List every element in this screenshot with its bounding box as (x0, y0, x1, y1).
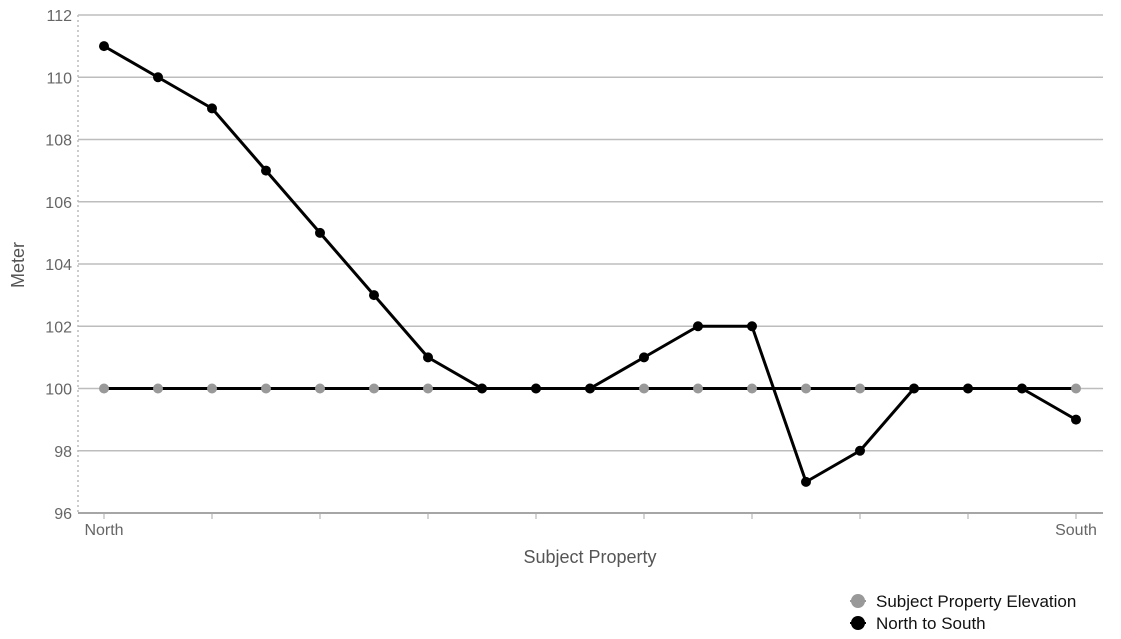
y-tick-label-110: 110 (46, 70, 72, 87)
point-s1-11[interactable] (693, 321, 703, 332)
point-s1-0[interactable] (99, 41, 109, 52)
y-tick-label-112: 112 (46, 8, 72, 25)
x-end-label: South (1055, 522, 1097, 539)
point-s0-14[interactable] (855, 383, 865, 394)
legend-label-north-to-south: North to South (876, 614, 986, 633)
axes (77, 15, 1103, 514)
point-s0-11[interactable] (693, 383, 703, 394)
point-s1-15[interactable] (909, 383, 919, 394)
point-s0-6[interactable] (423, 383, 433, 394)
y-tick-labels: 96 98 100 102 104 106 108 110 112 (45, 8, 72, 523)
y-axis-title: Meter (8, 242, 28, 288)
legend-item-subject-property-elevation[interactable]: Subject Property Elevation (850, 592, 1076, 611)
legend: Subject Property Elevation North to Sout… (850, 592, 1076, 633)
y-tick-label-106: 106 (45, 195, 72, 212)
point-s1-8[interactable] (531, 383, 541, 394)
legend-label-subject-property-elevation: Subject Property Elevation (876, 592, 1076, 611)
point-s0-13[interactable] (801, 383, 811, 394)
point-s1-6[interactable] (423, 352, 433, 363)
point-s0-4[interactable] (315, 383, 325, 394)
point-s1-5[interactable] (369, 290, 379, 301)
point-s1-4[interactable] (315, 227, 325, 238)
point-s0-3[interactable] (261, 383, 271, 394)
y-tick-label-108: 108 (45, 133, 72, 150)
point-s1-1[interactable] (153, 72, 163, 83)
legend-marker-subject-property-elevation (851, 594, 865, 608)
point-s1-2[interactable] (207, 103, 217, 114)
point-s1-13[interactable] (801, 476, 811, 487)
series (99, 41, 1081, 487)
point-s1-18[interactable] (1071, 414, 1081, 425)
point-s1-14[interactable] (855, 445, 865, 456)
series-1 (99, 41, 1081, 487)
y-tick-label-98: 98 (54, 444, 72, 461)
point-s1-17[interactable] (1017, 383, 1027, 394)
point-s1-9[interactable] (585, 383, 595, 394)
point-s0-10[interactable] (639, 383, 649, 394)
point-s1-3[interactable] (261, 165, 271, 176)
point-s1-12[interactable] (747, 321, 757, 332)
y-tick-label-102: 102 (45, 319, 72, 336)
point-s0-5[interactable] (369, 383, 379, 394)
x-start-label: North (84, 522, 123, 539)
y-tick-label-100: 100 (45, 382, 72, 399)
point-s0-12[interactable] (747, 383, 757, 394)
point-s1-10[interactable] (639, 352, 649, 363)
point-s0-0[interactable] (99, 383, 109, 394)
point-s0-1[interactable] (153, 383, 163, 394)
y-tick-label-104: 104 (45, 257, 72, 274)
point-s1-16[interactable] (963, 383, 973, 394)
y-tick-label-96: 96 (54, 506, 72, 523)
legend-marker-north-to-south (851, 616, 865, 630)
point-s0-2[interactable] (207, 383, 217, 394)
point-s1-7[interactable] (477, 383, 487, 394)
legend-item-north-to-south[interactable]: North to South (850, 614, 986, 633)
x-axis-title: Subject Property (523, 547, 656, 567)
x-ticks (103, 513, 1077, 519)
point-s0-18[interactable] (1071, 383, 1081, 394)
